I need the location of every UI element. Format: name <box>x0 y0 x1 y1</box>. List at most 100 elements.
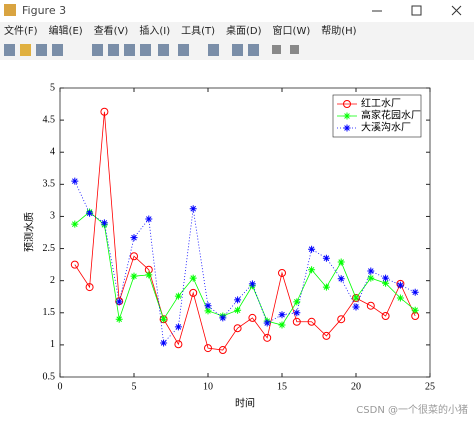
title-bar <box>0 0 474 22</box>
marker <box>352 303 360 311</box>
tool-icon[interactable] <box>290 45 299 54</box>
marker <box>337 258 345 266</box>
y-tick-label: 2.5 <box>43 243 56 254</box>
marker <box>130 234 138 242</box>
x-tick-label: 15 <box>277 381 287 392</box>
marker <box>263 333 272 342</box>
marker <box>382 279 390 287</box>
series-line <box>74 111 416 351</box>
tool-icon[interactable] <box>248 44 259 56</box>
menu-item[interactable]: 工具(T) <box>181 25 215 37</box>
marker <box>411 306 419 314</box>
maximize-button[interactable] <box>411 5 422 16</box>
marker <box>322 331 331 340</box>
toolbar <box>4 44 299 56</box>
marker <box>174 292 182 300</box>
marker <box>411 288 419 296</box>
x-tick-label: 0 <box>58 381 63 392</box>
menu-item[interactable]: 编辑(E) <box>49 24 83 37</box>
tool-icon[interactable] <box>36 44 47 56</box>
marker <box>219 314 227 322</box>
marker <box>115 298 123 306</box>
marker <box>278 268 286 277</box>
tool-icon[interactable] <box>158 44 169 56</box>
x-tick-label: 10 <box>203 381 213 392</box>
marker <box>204 344 212 353</box>
x-axis-label: 时间 <box>235 396 255 409</box>
y-tick-label: 0.5 <box>43 371 56 382</box>
tool-icon[interactable] <box>52 44 63 56</box>
marker <box>366 301 375 310</box>
menu-bar: 文件(F) 编辑(E) 查看(V) 插入(I) 工具(T) 桌面(D) 窗口(W) 帮助(H) <box>4 24 357 37</box>
marker <box>396 294 404 302</box>
marker <box>160 339 168 347</box>
marker <box>293 298 301 306</box>
menu-item[interactable]: 窗口(W) <box>273 24 311 37</box>
marker <box>100 107 109 116</box>
marker <box>337 275 345 283</box>
marker <box>218 346 227 355</box>
y-tick-label: 3 <box>50 211 55 222</box>
marker <box>174 340 183 349</box>
tool-icon[interactable] <box>208 44 219 56</box>
window-title: Figure 3 <box>22 4 66 17</box>
watermark: CSDN @一个很菜的小猪 <box>356 403 468 416</box>
legend-marker <box>343 100 351 108</box>
menu-item[interactable]: 桌面(D) <box>226 24 262 37</box>
marker <box>263 319 271 327</box>
legend-label: 大溪沟水厂 <box>361 120 411 133</box>
marker <box>233 324 242 333</box>
tool-icon[interactable] <box>178 44 189 56</box>
menu-item[interactable]: 文件(F) <box>4 24 38 37</box>
tool-icon[interactable] <box>92 44 103 56</box>
y-tick-label: 4.5 <box>43 114 56 125</box>
marker <box>367 267 375 275</box>
marker <box>292 317 301 326</box>
marker <box>115 315 123 323</box>
y-tick-label: 1.5 <box>43 307 56 318</box>
marker <box>307 317 316 326</box>
marker <box>174 323 182 331</box>
marker <box>322 254 330 262</box>
tool-icon[interactable] <box>272 45 281 54</box>
legend-marker <box>343 112 351 120</box>
marker <box>293 309 301 317</box>
tool-icon[interactable] <box>124 44 135 56</box>
tool-icon[interactable] <box>108 44 119 56</box>
marker <box>189 274 197 282</box>
menu-item[interactable]: 查看(V) <box>94 24 129 37</box>
marker <box>278 321 286 329</box>
marker <box>130 252 138 261</box>
marker <box>322 283 330 291</box>
marker <box>337 315 346 324</box>
marker <box>160 315 168 323</box>
marker <box>204 302 212 310</box>
tool-icon[interactable] <box>232 44 243 56</box>
tool-icon[interactable] <box>140 44 151 56</box>
marker <box>86 209 94 217</box>
x-tick-label: 25 <box>425 381 435 392</box>
close-button[interactable] <box>451 5 462 16</box>
tool-icon[interactable] <box>20 44 31 56</box>
tool-icon[interactable] <box>4 44 15 56</box>
x-tick-label: 5 <box>132 381 137 392</box>
menu-item[interactable]: 插入(I) <box>139 24 170 37</box>
marker <box>234 306 242 314</box>
marker <box>381 311 390 320</box>
marker <box>71 177 79 185</box>
marker <box>234 296 242 304</box>
marker <box>145 271 153 279</box>
x-tick-label: 20 <box>351 381 361 392</box>
y-tick-label: 1 <box>50 339 55 350</box>
menu-item[interactable]: 帮助(H) <box>321 24 356 37</box>
y-tick-label: 2 <box>50 275 55 286</box>
marker <box>145 215 153 223</box>
marker <box>189 205 197 213</box>
marker <box>308 245 316 253</box>
marker <box>396 281 404 289</box>
legend-label: 高家花园水厂 <box>361 108 421 121</box>
marker <box>352 294 360 302</box>
y-tick-label: 3.5 <box>43 179 56 190</box>
marker <box>382 274 390 282</box>
